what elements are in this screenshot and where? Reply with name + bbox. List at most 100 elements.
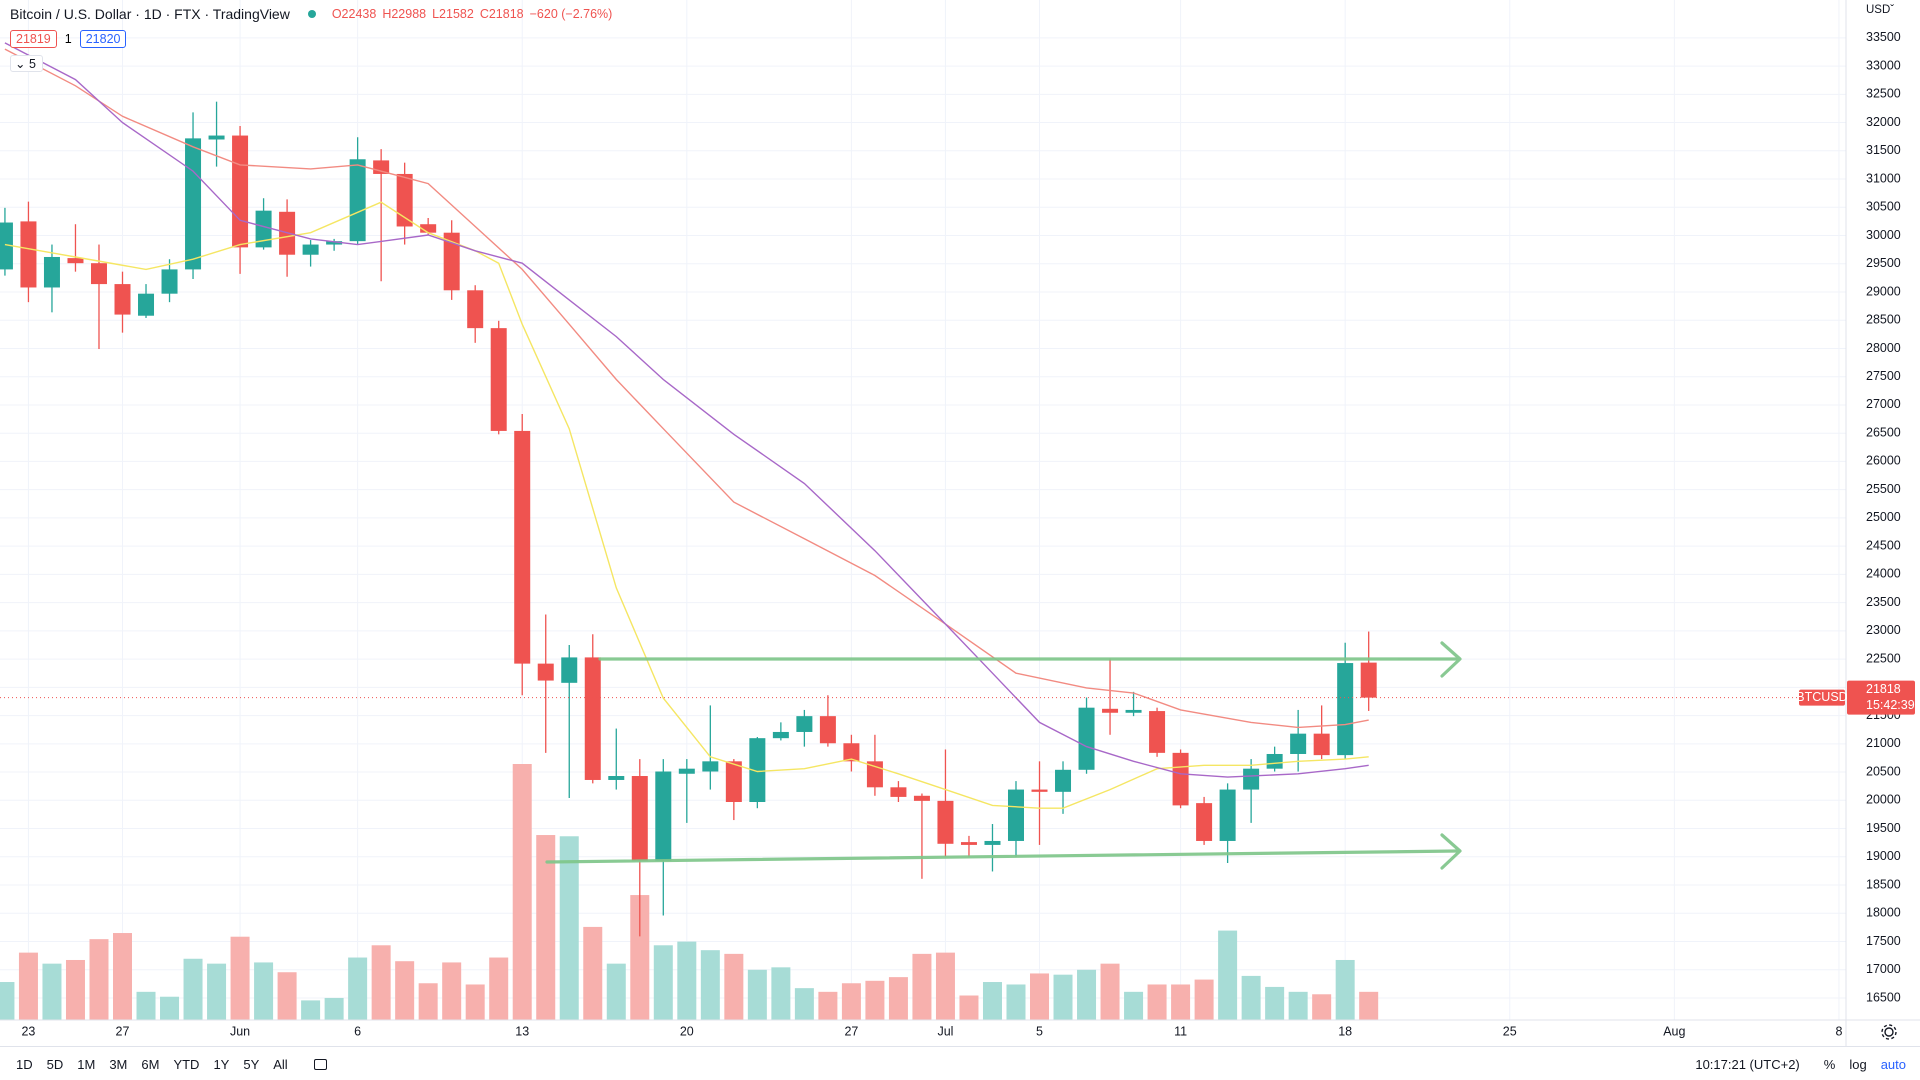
x-tick-label: 23 — [21, 1024, 35, 1038]
candle-body — [1031, 789, 1048, 792]
y-tick-label: 19000 — [1866, 849, 1901, 863]
volume-bar — [301, 1000, 321, 1020]
y-tick-label: 31000 — [1866, 171, 1901, 185]
candle-body — [467, 290, 484, 329]
scale-option[interactable]: % — [1823, 1056, 1836, 1072]
y-tick-label: 22500 — [1866, 651, 1901, 665]
legend-value: O22438 — [331, 7, 377, 21]
clock[interactable]: 10:17:21 (UTC+2) — [1695, 1056, 1800, 1072]
bottom-toolbar: 1D 5D 1M 3M 6M YTD 1Y 5Y All 10:17:21 (U… — [0, 1046, 1920, 1080]
candle-body — [1243, 768, 1260, 790]
volume-bar — [1147, 984, 1167, 1020]
buy-button[interactable]: 21820 — [79, 30, 127, 48]
candle-body — [67, 258, 84, 264]
volume-bar — [935, 952, 955, 1020]
volume-bar — [89, 939, 109, 1020]
candle-body — [420, 224, 437, 233]
date-range-button[interactable] — [313, 1058, 327, 1070]
y-tick-label: 26500 — [1866, 425, 1901, 439]
interval-button[interactable]: 5Y — [243, 1056, 260, 1072]
volume-bar — [442, 962, 462, 1020]
interval-button[interactable]: 3M — [109, 1056, 128, 1072]
candle-body — [0, 222, 13, 270]
candle-body — [678, 768, 695, 774]
candle-body — [90, 263, 107, 285]
interval-button[interactable]: All — [273, 1056, 288, 1072]
y-tick-label: 24500 — [1866, 538, 1901, 552]
candle-body — [913, 795, 930, 801]
volume-bar — [371, 945, 391, 1020]
interval-button[interactable]: YTD — [173, 1056, 200, 1072]
y-tick-label: 19500 — [1866, 821, 1901, 835]
interval-button[interactable]: 1D — [16, 1056, 33, 1072]
x-tick-label: Aug — [1663, 1024, 1685, 1038]
y-tick-label: 29500 — [1866, 256, 1901, 270]
gear-teeth — [1881, 1024, 1897, 1040]
y-tick-label: 17500 — [1866, 934, 1901, 948]
gear — [1884, 1027, 1894, 1037]
y-tick-label: 33000 — [1866, 58, 1901, 72]
moving-average — [4, 201, 1369, 809]
symbol-tag — [1799, 689, 1845, 706]
legend-value: C21818 — [479, 7, 524, 21]
legend-value: −620 (−2.76%) — [529, 7, 613, 21]
price-tag-countdown: 15:42:39 — [1866, 698, 1915, 712]
interval-button[interactable]: 6M — [141, 1056, 160, 1072]
volume-bar — [395, 961, 415, 1020]
volume-bar — [959, 995, 979, 1020]
volume-bar — [1265, 986, 1285, 1020]
candle-body — [1078, 707, 1095, 770]
candle-body — [490, 328, 507, 431]
x-tick-label: 5 — [1036, 1024, 1043, 1038]
candle-body — [1196, 803, 1213, 841]
candle-body — [161, 269, 178, 294]
volume-bar — [818, 991, 838, 1020]
x-tick-label: 27 — [116, 1024, 130, 1038]
candle-body — [1149, 711, 1166, 753]
candle-body — [1102, 708, 1119, 713]
y-tick-label: 32500 — [1866, 87, 1901, 101]
volume-bar — [65, 959, 85, 1020]
candle-body — [608, 776, 625, 780]
x-tick-label: 6 — [354, 1024, 361, 1038]
scale-option[interactable]: auto — [1880, 1056, 1906, 1072]
interval-button[interactable]: 1M — [77, 1056, 96, 1072]
indicators-toggle[interactable]: ⌄ 5 — [10, 55, 43, 72]
x-tick-label: 25 — [1503, 1024, 1517, 1038]
candle-body — [1219, 789, 1236, 841]
volume-bar — [1312, 994, 1332, 1020]
candle-body — [1007, 789, 1024, 841]
candle-body — [1290, 733, 1307, 754]
interval-button[interactable]: 5D — [46, 1056, 64, 1072]
candle-body — [655, 771, 672, 861]
volume-bar — [277, 972, 297, 1020]
candle-body — [1055, 769, 1072, 792]
chart: 16500 17000 17500 18000 18500 19000 19500 20000… — [0, 0, 1920, 1046]
y-tick-label: 16500 — [1866, 990, 1901, 1004]
y-tick-label: 23500 — [1866, 595, 1901, 609]
y-tick-label: 24000 — [1866, 567, 1901, 581]
candle-body — [1360, 662, 1377, 698]
volume-bar — [724, 953, 744, 1020]
candle-body — [843, 743, 860, 762]
volume-bar — [1194, 979, 1214, 1020]
interval-button[interactable]: 1Y — [213, 1056, 230, 1072]
grid — [0, 0, 1846, 1020]
symbol-title[interactable]: Bitcoin / U.S. Dollar · 1D · FTX · Tradi… — [10, 6, 290, 22]
candles — [0, 101, 1377, 937]
y-tick-label: 20000 — [1866, 793, 1901, 807]
settings-icon[interactable] — [1881, 1024, 1897, 1040]
symbol-header: Bitcoin / U.S. Dollar · 1D · FTX · Tradi… — [10, 6, 612, 22]
volume-bar — [1100, 963, 1120, 1020]
scale-option[interactable]: log — [1849, 1056, 1867, 1072]
candle-body — [255, 210, 272, 248]
candle-body — [514, 430, 531, 664]
currency[interactable]: USDˇ — [1866, 4, 1895, 16]
legend-value: L21582 — [432, 7, 474, 21]
sell-button[interactable]: 21819 — [10, 30, 57, 48]
quantity[interactable]: 1 — [64, 32, 72, 46]
x-tick-label: 27 — [844, 1024, 858, 1038]
volume-bar — [794, 988, 814, 1020]
volume-bar — [1171, 984, 1191, 1020]
